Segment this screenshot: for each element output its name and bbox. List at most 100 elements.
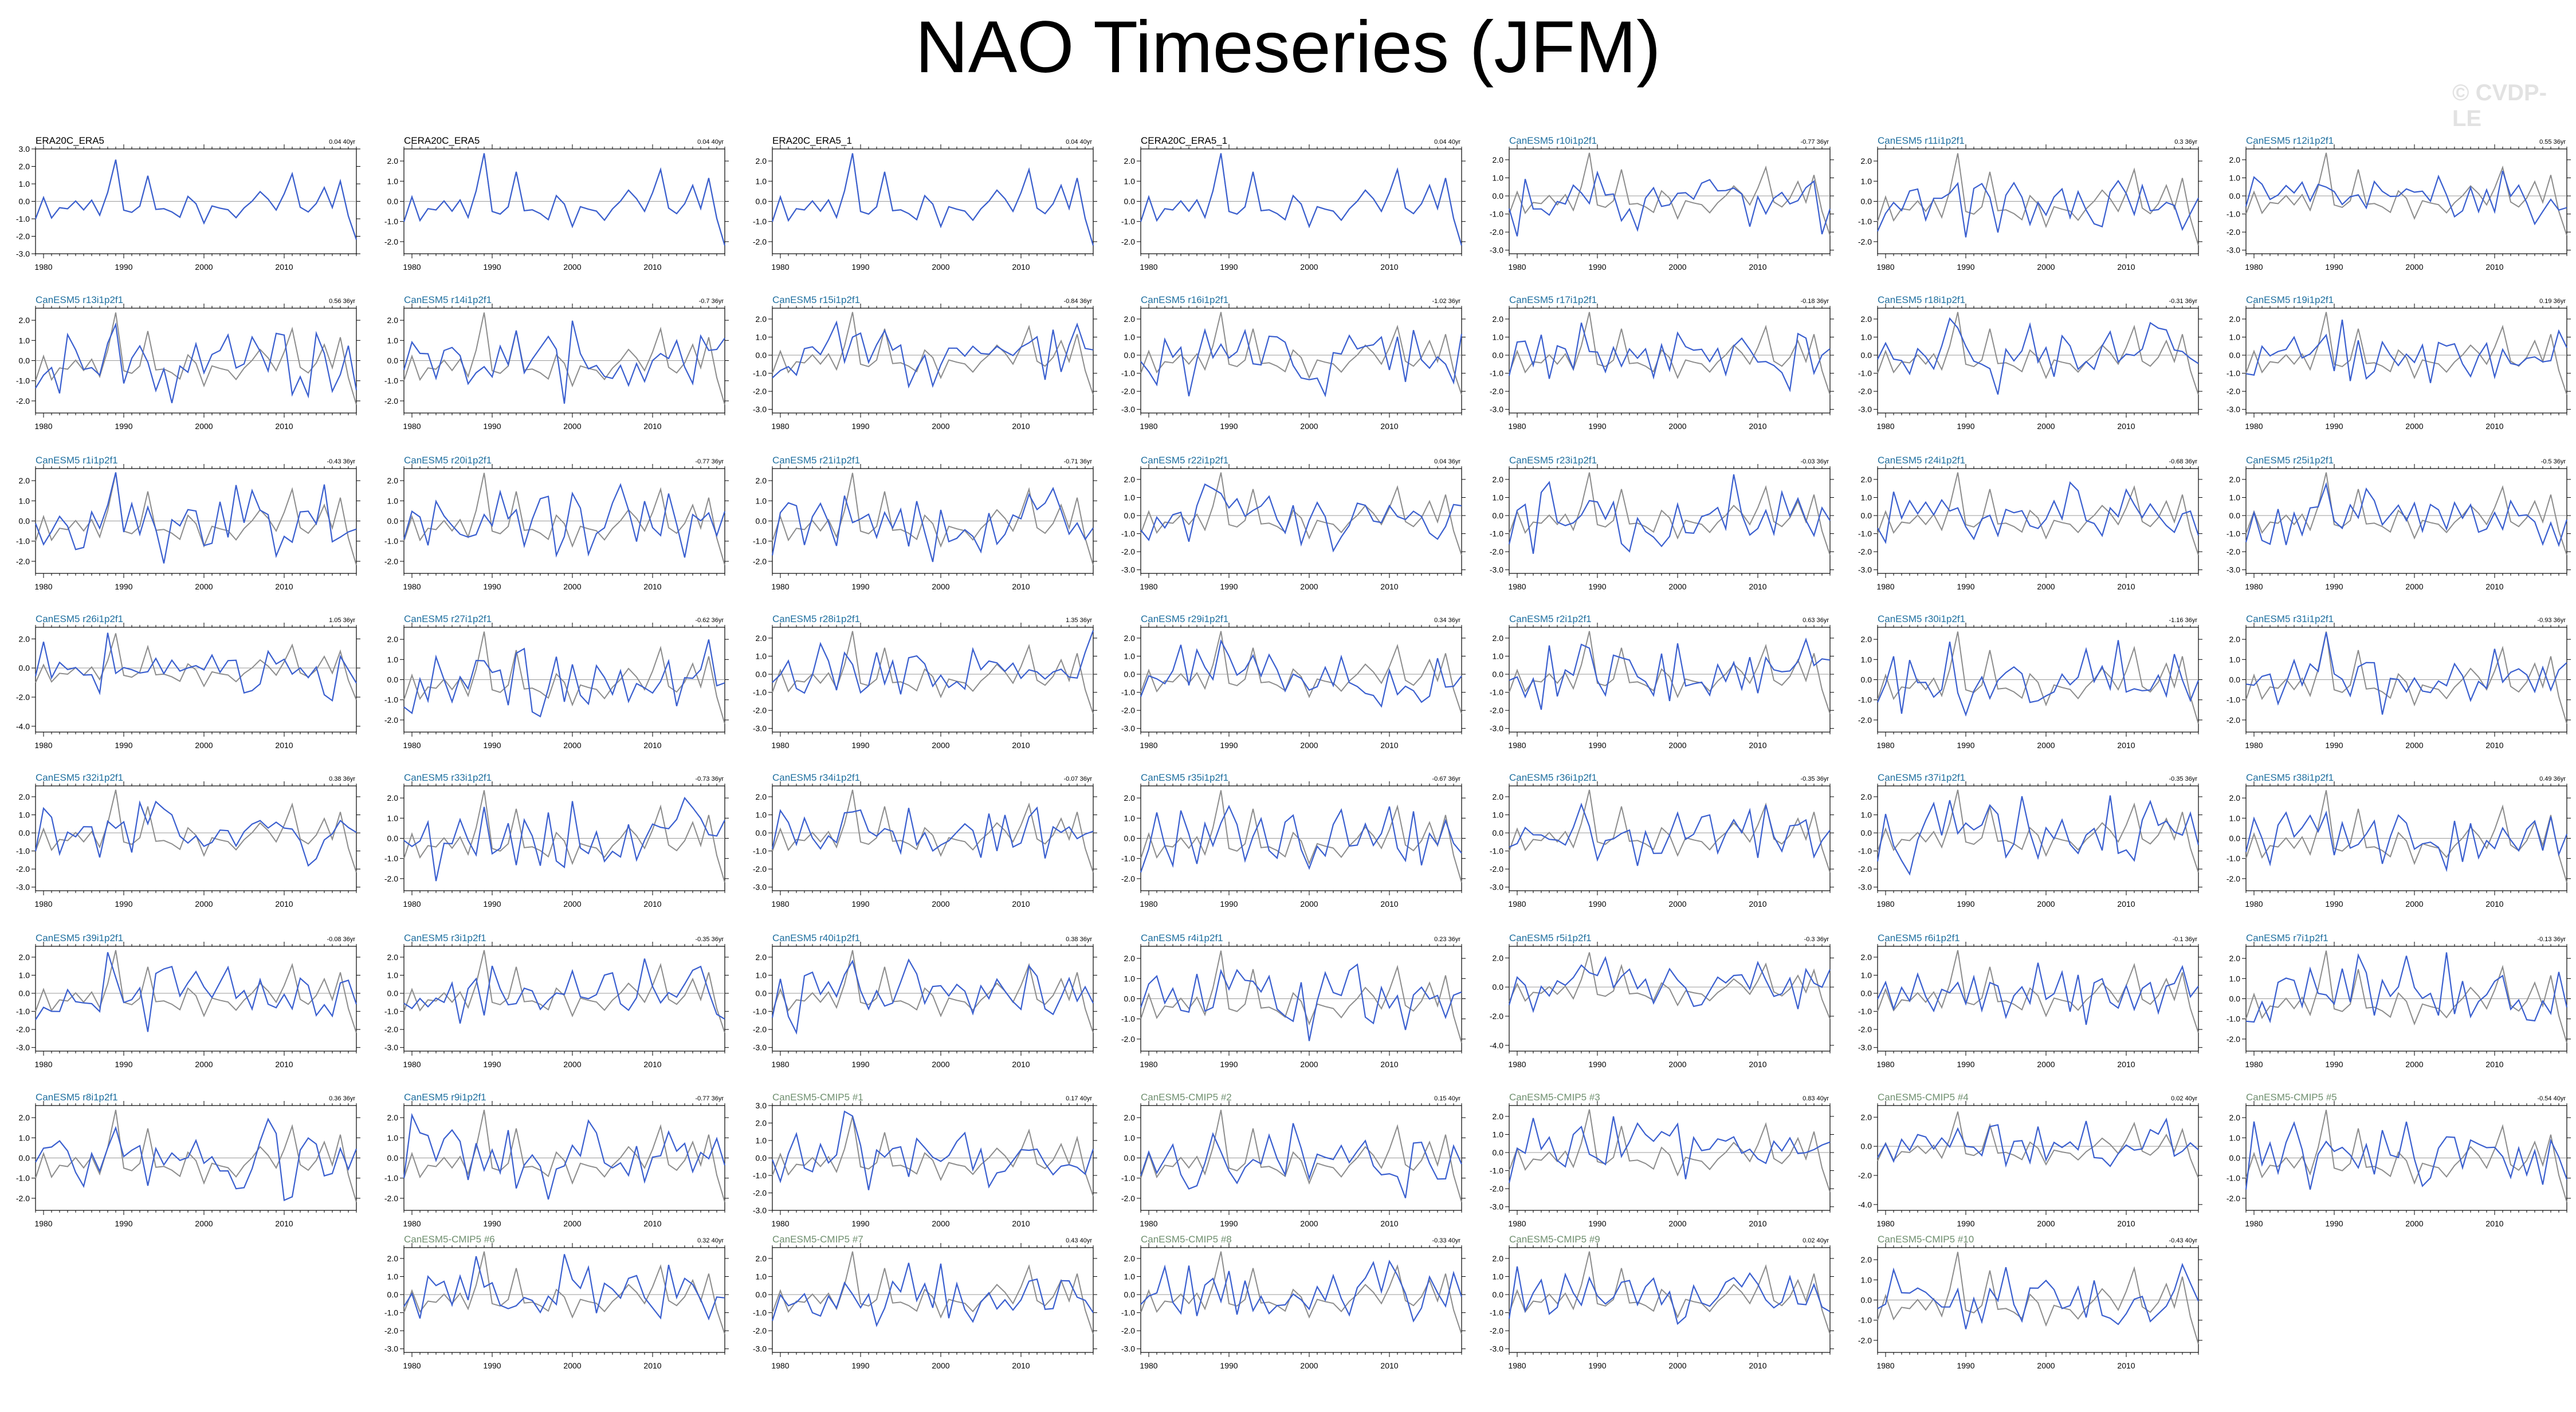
y-tick-label: 1.0: [2229, 493, 2241, 502]
panel-title: CanESM5 r24i1p2f1: [1878, 455, 1965, 466]
x-tick-label: 2010: [1749, 741, 1766, 750]
y-tick-label: -3.0: [753, 724, 767, 733]
x-tick-label: 2010: [1749, 899, 1766, 908]
obs-series-line: [1877, 472, 2199, 556]
panel-trend: -0.93 36yr: [2537, 617, 2566, 624]
y-tick-label: 0.0: [19, 663, 30, 672]
y-tick-label: 2.0: [1124, 156, 1136, 166]
y-tick-label: 1.0: [387, 336, 399, 345]
panel-title: CanESM5 r25i1p2f1: [2246, 455, 2334, 466]
y-tick-label: -2.0: [2226, 1035, 2240, 1044]
y-tick-label: 3.0: [756, 1101, 767, 1110]
y-tick-label: 1.0: [2229, 655, 2241, 664]
model-series-line: [1509, 803, 1831, 866]
x-tick-label: 2000: [932, 899, 949, 908]
x-tick-label: 1980: [1140, 741, 1157, 750]
model-series-line: [2245, 811, 2568, 872]
x-tick-label: 2010: [1380, 899, 1398, 908]
obs-series-line: [1509, 789, 1831, 873]
y-tick-label: -2.0: [1858, 864, 1872, 874]
y-tick-label: -1.0: [2226, 1014, 2240, 1024]
obs-series-line: [35, 312, 357, 405]
y-tick-label: -2.0: [753, 1025, 767, 1034]
y-tick-label: 0.0: [1124, 994, 1136, 1004]
obs-series-line: [772, 789, 1094, 873]
y-tick-label: 2.0: [1124, 954, 1136, 963]
model-series-line: [2245, 170, 2567, 226]
nao-panel: CanESM5 r31i1p2f1 -0.93 36yr 2.0 1.0 0.0 -1.0…: [2226, 613, 2571, 750]
x-tick-label: 2010: [643, 741, 661, 750]
panel-trend: -0.03 36yr: [1800, 458, 1829, 465]
x-tick-label: 1980: [771, 1060, 789, 1069]
y-tick-label: 2.0: [756, 156, 767, 166]
x-tick-label: 1990: [115, 1060, 132, 1069]
y-tick-label: -4.0: [16, 722, 30, 731]
obs-series-line: [1509, 952, 1831, 1020]
x-tick-label: 1990: [1957, 741, 1974, 750]
y-tick-label: -2.0: [753, 557, 767, 566]
x-tick-label: 2010: [1380, 741, 1398, 750]
y-tick-label: 0.0: [756, 670, 767, 679]
y-tick-label: 1.0: [756, 970, 767, 980]
panel-trend: -0.5 36yr: [2541, 458, 2566, 465]
x-tick-label: 2010: [1012, 899, 1030, 908]
y-tick-label: -2.0: [753, 706, 767, 715]
x-tick-label: 2010: [2117, 899, 2135, 908]
panel-trend: 0.34 36yr: [1434, 617, 1460, 624]
y-tick-label: 2.0: [19, 953, 30, 962]
x-tick-label: 1980: [771, 422, 789, 431]
model-series-line: [1508, 170, 1831, 237]
y-tick-label: 0.0: [1493, 828, 1504, 837]
x-tick-label: 1980: [1508, 262, 1526, 272]
y-tick-label: -3.0: [753, 1206, 767, 1215]
panel-trend: -0.67 36yr: [1432, 776, 1460, 782]
obs-series-line: [2245, 790, 2567, 883]
y-tick-label: 1.0: [387, 813, 399, 823]
y-tick-label: 2.0: [19, 634, 30, 643]
y-tick-label: -2.0: [2226, 387, 2240, 396]
model-series-line: [1877, 481, 2200, 544]
x-tick-label: 1980: [403, 422, 421, 431]
panel-title: CanESM5 r16i1p2f1: [1141, 294, 1228, 305]
x-tick-label: 2010: [275, 422, 293, 431]
y-tick-label: 1.0: [756, 810, 767, 819]
y-tick-label: 2.0: [2229, 635, 2241, 644]
y-tick-label: 0.0: [2229, 994, 2241, 1004]
panel-trend: 0.38 36yr: [329, 776, 355, 782]
x-tick-label: 1990: [483, 1060, 501, 1069]
y-tick-label: -2.0: [1490, 706, 1503, 715]
obs-series-line: [1140, 631, 1462, 714]
y-tick-label: -1.0: [1858, 369, 1872, 378]
y-tick-label: -2.0: [1121, 237, 1135, 246]
x-tick-label: 1990: [115, 741, 132, 750]
y-tick-label: 2.0: [387, 635, 399, 644]
x-tick-label: 2010: [275, 582, 293, 591]
y-tick-label: 1.0: [2229, 974, 2241, 983]
x-tick-label: 2000: [195, 582, 213, 591]
y-tick-label: -2.0: [753, 237, 767, 246]
obs-series-line: [1877, 631, 2199, 724]
model-series-line: [2245, 319, 2567, 383]
model-series-line: [403, 320, 725, 404]
y-tick-label: -1.0: [384, 537, 398, 546]
y-tick-label: -1.0: [753, 537, 767, 546]
y-tick-label: 1.0: [1861, 655, 1872, 664]
y-tick-label: 1.0: [387, 970, 399, 980]
x-tick-label: 1990: [851, 1060, 869, 1069]
y-tick-label: 0.0: [1493, 351, 1504, 360]
y-tick-label: 1.0: [387, 496, 399, 505]
plot-frame: [35, 785, 357, 891]
obs-series-line: [1877, 950, 2199, 1033]
x-tick-label: 2010: [1380, 582, 1398, 591]
y-tick-label: -2.0: [1858, 547, 1872, 556]
y-tick-label: -3.0: [1121, 565, 1135, 575]
nao-panel: CanESM5 r26i1p2f1 1.05 36yr 2.0 0.0 -2.0 -4.0…: [16, 613, 360, 750]
x-tick-label: 1980: [403, 741, 421, 750]
x-tick-label: 2010: [275, 262, 293, 272]
x-tick-label: 1980: [34, 422, 52, 431]
y-tick-label: 1.0: [1861, 970, 1872, 980]
y-tick-label: -3.0: [1121, 405, 1135, 414]
y-tick-label: -1.0: [384, 854, 398, 863]
nao-panel: CanESM5 r27i1p2f1 -0.62 36yr 2.0 1.0 0.0 -1.0…: [384, 613, 729, 750]
y-tick-label: -2.0: [16, 1025, 30, 1034]
